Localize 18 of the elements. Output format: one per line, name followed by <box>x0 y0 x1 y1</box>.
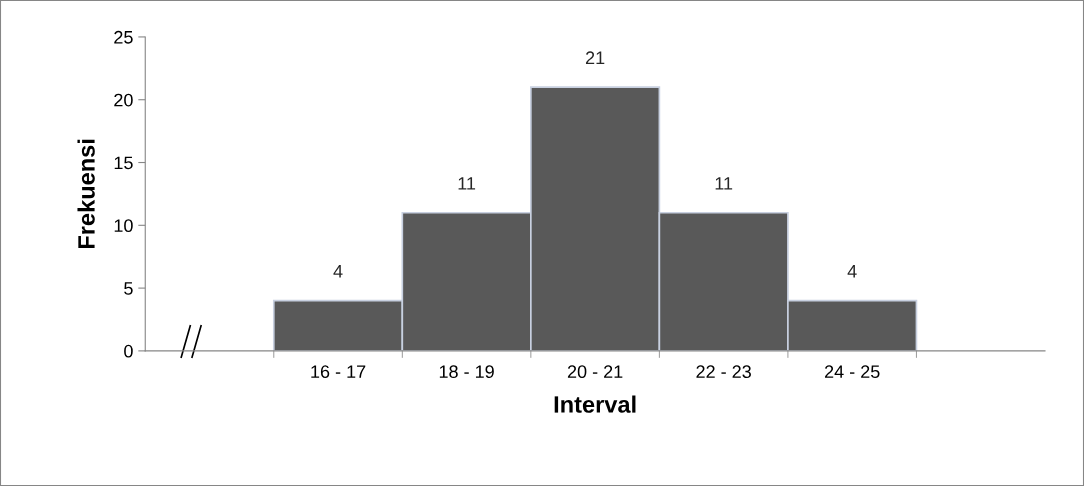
y-tick-label: 10 <box>114 219 133 233</box>
y-tick-label: 20 <box>114 93 133 107</box>
x-axis-title: Interval <box>554 395 636 413</box>
data-label: 11 <box>458 177 476 190</box>
x-tick-label: 16 - 17 <box>311 365 366 379</box>
x-tick-label: 18 - 19 <box>439 365 494 379</box>
y-axis-title: Frekuensi <box>77 139 95 249</box>
y-tick-label: 15 <box>114 156 133 170</box>
y-tick-label: 25 <box>114 30 133 44</box>
data-label: 11 <box>715 177 733 190</box>
data-label: 4 <box>847 265 857 278</box>
data-label: 21 <box>585 51 605 64</box>
x-tick-label: 24 - 25 <box>824 365 880 379</box>
y-tick-label: 0 <box>124 344 133 358</box>
y-tick-label: 5 <box>124 282 133 295</box>
data-label: 4 <box>333 265 343 278</box>
x-tick-label: 22 - 23 <box>696 365 751 379</box>
x-tick-label: 20 - 21 <box>567 365 623 379</box>
